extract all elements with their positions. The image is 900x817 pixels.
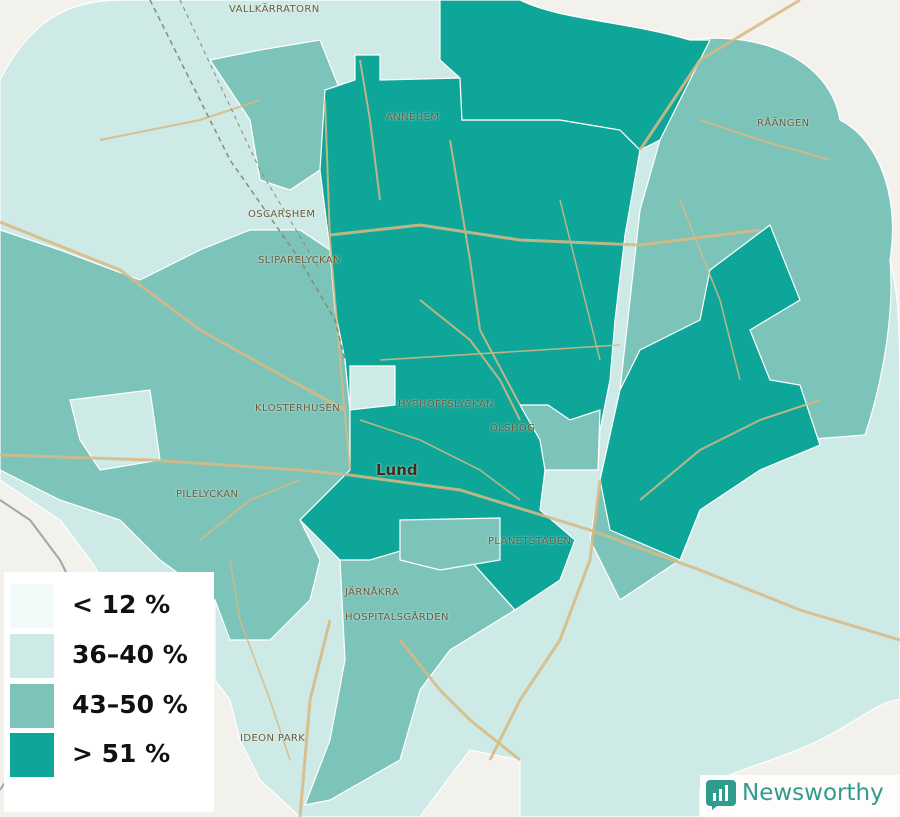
legend-label: 43–50 % xyxy=(72,690,188,719)
place-label-ideon-park: IDEON PARK xyxy=(240,733,306,744)
place-label-planetstaden: PLANETSTADEN xyxy=(488,536,572,547)
place-label-oscarshem: OSCARSHEM xyxy=(248,209,316,220)
legend-label: > 51 % xyxy=(72,739,171,768)
legend-label: 36–40 % xyxy=(72,640,188,669)
region-south-center-light xyxy=(399,517,501,571)
place-label-klosterhusen: KLOSTERHUSEN xyxy=(255,403,341,414)
region-southwest-light xyxy=(69,389,161,471)
place-label-vallkarratorn: VALLKÄRRATORN xyxy=(229,4,320,15)
place-label-hospitalsgarden: HOSPITALSGÅRDEN xyxy=(345,612,449,623)
legend-item-36-40: 36–40 % xyxy=(10,634,210,678)
region-klosterhusen-light xyxy=(349,365,396,411)
region-north-dark xyxy=(439,0,711,151)
railway-line xyxy=(149,0,346,361)
place-label-sliparelyckan: SLIPARELYCKAN xyxy=(258,255,342,266)
legend-swatch xyxy=(10,684,54,728)
place-label-annehem: ANNEHEM xyxy=(386,112,440,123)
region-east-dark xyxy=(599,224,821,561)
legend-item-43-50: 43–50 % xyxy=(10,684,210,728)
newsworthy-logo-icon xyxy=(706,780,736,810)
place-label-raangen: RÅÄNGEN xyxy=(757,118,810,129)
legend-item-gt51: > 51 % xyxy=(10,733,210,777)
map-legend: < 12 % 36–40 % 43–50 % > 51 % xyxy=(4,572,214,812)
legend-label: < 12 % xyxy=(72,590,171,619)
legend-swatch xyxy=(10,584,54,628)
newsworthy-branding[interactable]: Newsworthy xyxy=(700,775,900,817)
legend-swatch xyxy=(10,634,54,678)
legend-item-lt12: < 12 % xyxy=(10,584,210,628)
region-olshog-light xyxy=(518,404,601,471)
place-label-pilelyckan: PILELYCKAN xyxy=(176,489,239,500)
railway-line-2 xyxy=(179,0,321,271)
brand-name: Newsworthy xyxy=(742,780,884,806)
legend-swatch xyxy=(10,733,54,777)
place-label-olshog: OLSHÖG xyxy=(490,423,536,434)
place-label-jarnakra: JÄRNÅKRA xyxy=(345,587,400,598)
place-label-lund: Lund xyxy=(376,461,418,479)
place-label-hyphoffslyckan: HYPHOFFSLYCKAN xyxy=(398,399,494,410)
